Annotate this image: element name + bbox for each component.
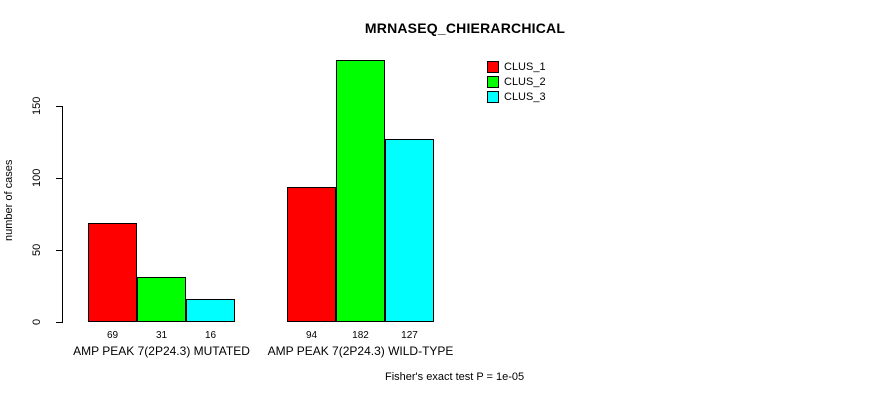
y-tick-label: 100 <box>31 168 43 188</box>
bar-value-label: 31 <box>155 330 168 341</box>
chart-title: MRNASEQ_CHIERARCHICAL <box>364 20 566 36</box>
y-axis-tick <box>56 178 62 179</box>
y-tick-label: 150 <box>31 96 43 116</box>
y-axis-tick <box>56 250 62 251</box>
bar-value-label: 16 <box>204 330 217 341</box>
bar-clus_1-group1 <box>88 223 137 322</box>
y-tick-label: 0 <box>31 318 43 326</box>
legend-label: CLUS_3 <box>504 91 546 103</box>
y-tick-label: 50 <box>31 243 43 257</box>
bar-value-label: 182 <box>352 330 369 341</box>
y-axis-line <box>62 106 63 323</box>
stats-caption: Fisher's exact test P = 1e-05 <box>385 371 525 383</box>
legend-item: CLUS_1 <box>487 60 546 74</box>
category-label: AMP PEAK 7(2P24.3) WILD-TYPE <box>267 344 454 358</box>
legend: CLUS_1 CLUS_2 CLUS_3 <box>487 60 546 104</box>
bar-clus_1-group2 <box>287 187 336 322</box>
legend-item: CLUS_2 <box>487 75 546 89</box>
legend-label: CLUS_1 <box>504 61 546 73</box>
bar-value-label: 127 <box>401 330 418 341</box>
legend-label: CLUS_2 <box>504 76 546 88</box>
legend-swatch-icon <box>487 61 499 73</box>
category-label: AMP PEAK 7(2P24.3) MUTATED <box>73 344 250 358</box>
bar-clus_2-group2 <box>336 60 385 322</box>
legend-swatch-icon <box>487 91 499 103</box>
legend-item: CLUS_3 <box>487 90 546 104</box>
bar-value-label: 94 <box>305 330 318 341</box>
bar-clus_3-group2 <box>385 139 434 322</box>
y-axis-tick <box>56 322 62 323</box>
legend-swatch-icon <box>487 76 499 88</box>
bar-clus_2-group1 <box>137 277 186 322</box>
bar-value-label: 69 <box>106 330 119 341</box>
y-axis-tick <box>56 106 62 107</box>
bar-clus_3-group1 <box>186 299 235 322</box>
